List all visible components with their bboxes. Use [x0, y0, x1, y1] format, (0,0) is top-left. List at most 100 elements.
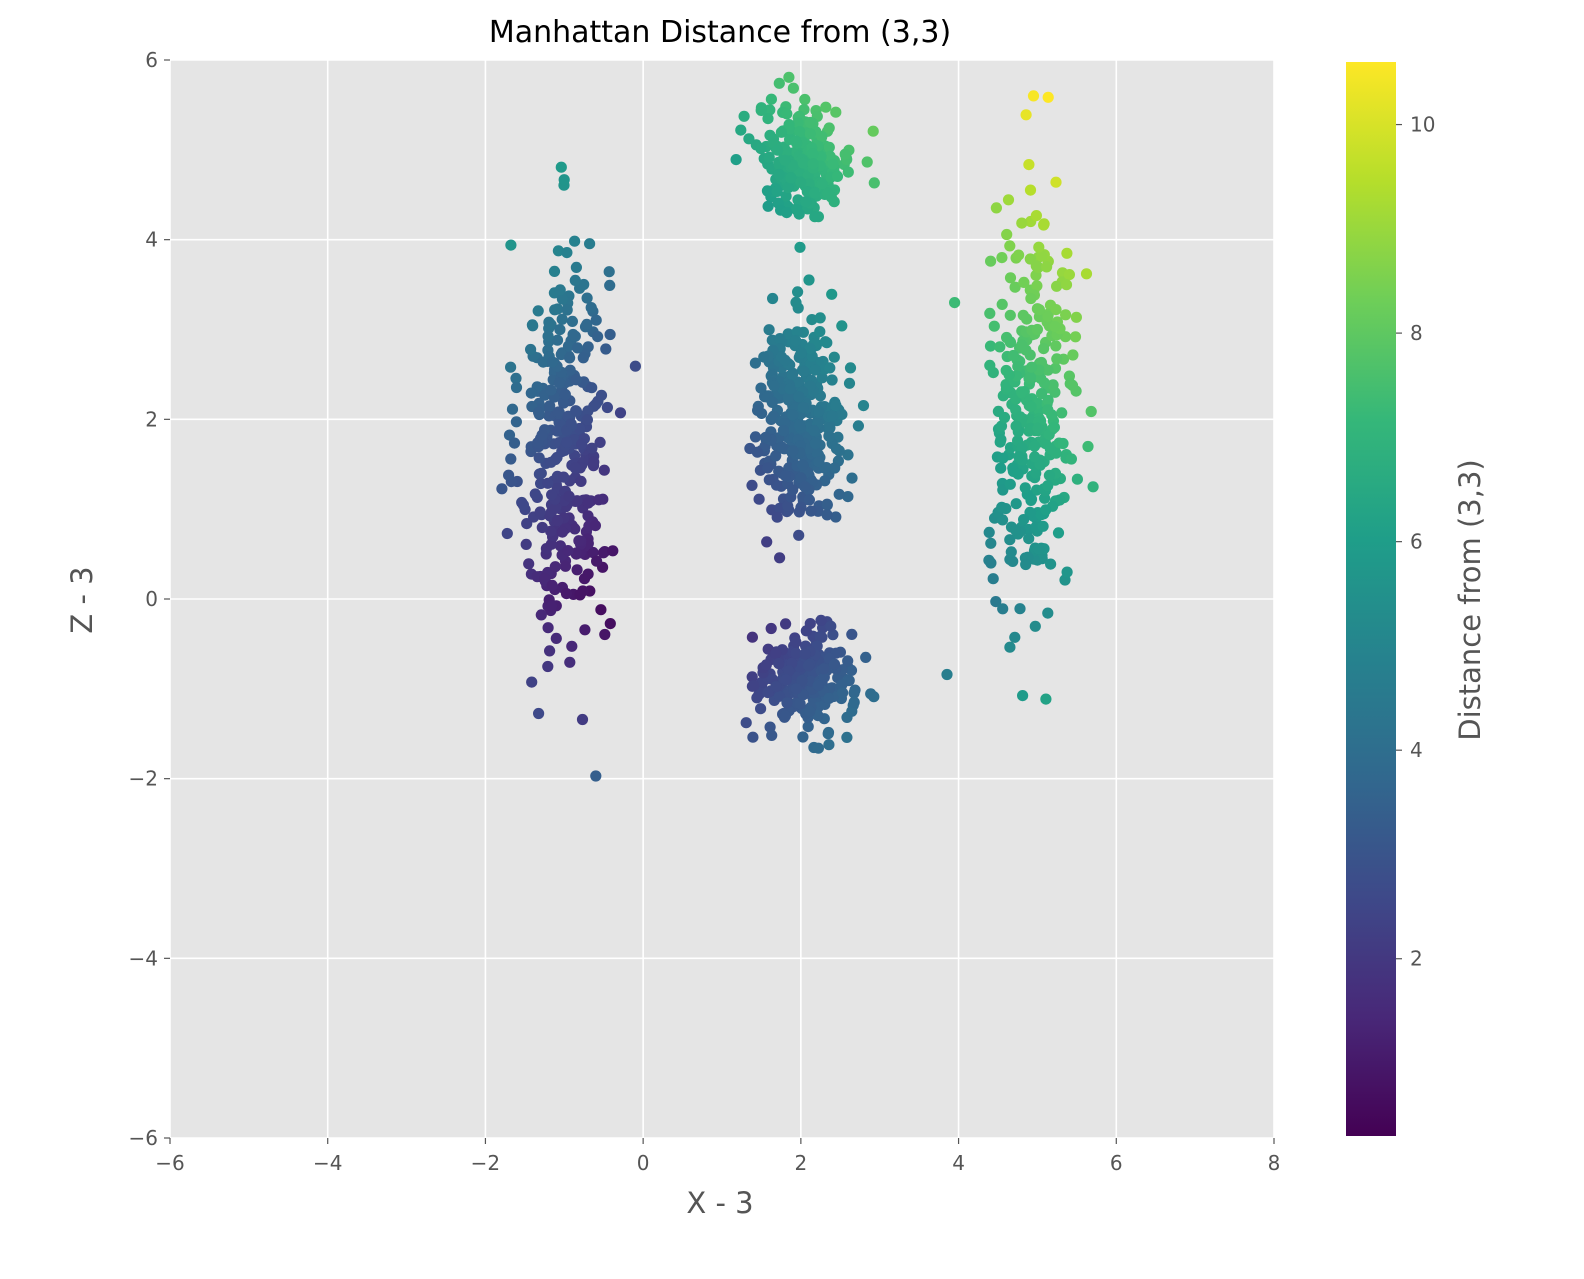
scatter-point: [536, 521, 548, 534]
scatter-point: [730, 154, 742, 166]
scatter-point: [1061, 247, 1073, 259]
scatter-point: [780, 618, 792, 630]
scatter-point: [559, 388, 571, 401]
scatter-point: [1042, 404, 1054, 416]
scatter-point: [570, 374, 582, 386]
x-axis-ticks: −6 −4 −2 0 2 4 6 8: [155, 1138, 1280, 1175]
scatter-point: [798, 365, 810, 377]
scatter-point: [593, 494, 605, 506]
scatter-point: [786, 369, 798, 381]
scatter-point: [828, 351, 840, 363]
scatter-point: [586, 382, 598, 394]
scatter-point: [806, 314, 818, 326]
scatter-point: [1038, 219, 1050, 231]
scatter-point: [771, 511, 783, 523]
scatter-point: [574, 589, 586, 601]
x-tick-label: −6: [155, 1151, 184, 1175]
scatter-point: [1025, 292, 1037, 305]
x-axis-label: X - 3: [686, 1186, 753, 1220]
scatter-point: [809, 211, 821, 223]
scatter-point: [751, 446, 764, 458]
y-tick-label: −6: [129, 1126, 158, 1150]
scatter-point: [797, 731, 809, 743]
scatter-point: [821, 187, 834, 199]
scatter-point: [1087, 481, 1099, 493]
scatter-point: [1024, 349, 1036, 361]
scatter-point: [852, 420, 865, 432]
scatter-point: [1056, 407, 1068, 419]
scatter-point: [1031, 280, 1043, 292]
scatter-point: [1069, 331, 1082, 343]
scatter-point: [1035, 372, 1047, 384]
scatter-point: [780, 190, 792, 202]
scatter-point: [746, 479, 758, 491]
scatter-point: [774, 333, 786, 345]
scatter-point: [553, 377, 565, 389]
scatter-point: [1004, 641, 1016, 653]
scatter-point: [830, 443, 843, 455]
scatter-point: [762, 462, 774, 474]
scatter-point: [996, 252, 1008, 264]
scatter-point: [995, 420, 1008, 432]
scatter-point: [1044, 443, 1056, 455]
scatter-point: [571, 342, 584, 354]
scatter-point: [1020, 109, 1032, 121]
scatter-point: [1042, 480, 1054, 492]
scatter-point: [561, 247, 573, 259]
scatter-point: [984, 359, 996, 371]
scatter-point: [558, 471, 570, 483]
scatter-point: [546, 579, 558, 592]
scatter-point: [1027, 90, 1040, 102]
scatter-point: [1005, 546, 1017, 558]
scatter-point: [546, 356, 559, 368]
scatter-point: [790, 636, 802, 648]
scatter-point: [1047, 379, 1059, 391]
scatter-point: [1007, 555, 1019, 568]
scatter-point: [1013, 451, 1025, 463]
scatter-point: [831, 170, 844, 182]
scatter-point: [842, 491, 854, 503]
scatter-point: [1033, 304, 1045, 316]
scatter-point: [575, 475, 587, 487]
scatter-point: [590, 398, 602, 410]
scatter-point: [814, 326, 826, 338]
scatter-point: [506, 403, 519, 415]
scatter-point: [746, 671, 758, 683]
scatter-point: [941, 668, 953, 681]
scatter-point: [753, 493, 765, 505]
scatter-point: [1059, 331, 1072, 343]
scatter-point: [526, 676, 538, 688]
scatter-point: [997, 603, 1009, 615]
scatter-point: [1045, 558, 1057, 570]
scatter-point: [758, 351, 770, 363]
scatter-point: [821, 509, 833, 521]
scatter-point: [743, 133, 755, 145]
scatter-point: [1032, 422, 1044, 434]
x-tick-label: 4: [952, 1151, 965, 1175]
x-tick-label: 6: [1110, 1151, 1123, 1175]
scatter-point: [812, 710, 824, 722]
scatter-point: [1041, 261, 1053, 273]
scatter-point: [510, 381, 523, 394]
scatter-point: [1057, 437, 1069, 450]
scatter-point: [846, 628, 858, 641]
scatter-point: [753, 689, 765, 701]
scatter-point: [830, 399, 842, 412]
scatter-point: [586, 442, 598, 454]
scatter-point: [794, 126, 806, 138]
scatter-point: [590, 314, 602, 326]
scatter-point: [808, 424, 820, 437]
scatter-point: [813, 456, 825, 468]
scatter-point: [525, 387, 537, 399]
scatter-point: [1020, 558, 1032, 571]
scatter-point: [997, 452, 1009, 464]
scatter-point: [865, 688, 877, 700]
scatter-point: [1017, 690, 1029, 702]
scatter-point: [1003, 369, 1015, 381]
scatter-point: [1050, 176, 1062, 188]
scatter-point: [1019, 482, 1031, 494]
scatter-point: [987, 573, 999, 585]
scatter-point: [1021, 313, 1033, 325]
scatter-point: [629, 360, 642, 372]
scatter-point: [994, 341, 1006, 353]
